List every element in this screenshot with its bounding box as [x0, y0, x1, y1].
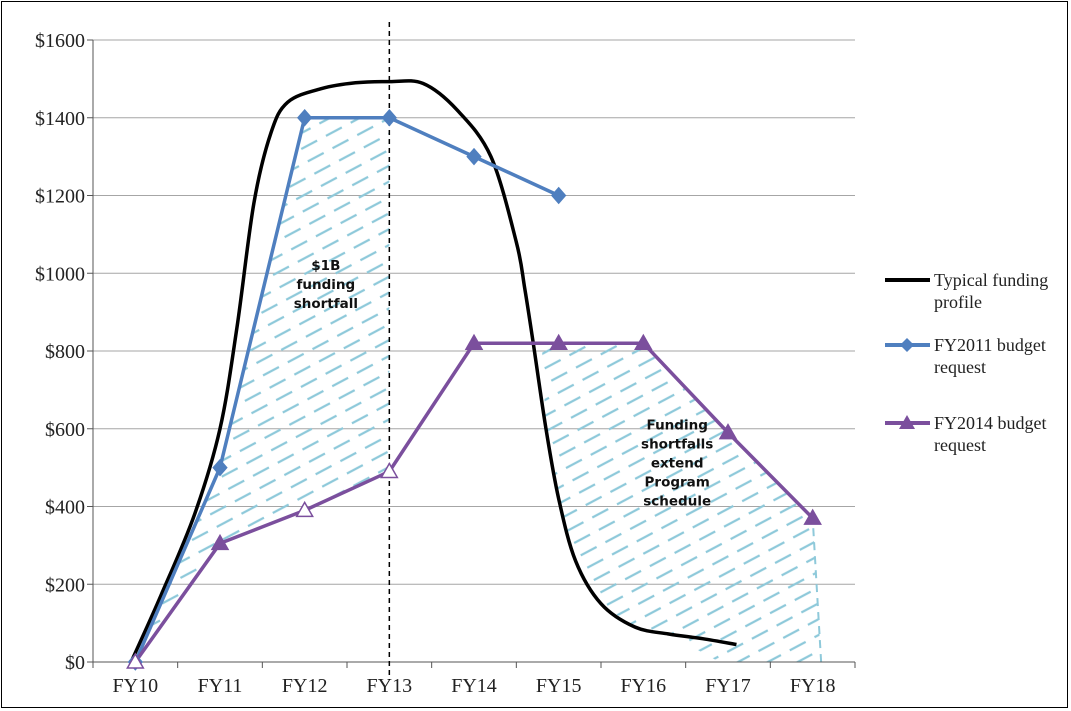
- annotation-text: extend: [651, 456, 704, 472]
- y-tick-label: $400: [45, 497, 85, 519]
- legend-label: profile: [934, 292, 982, 312]
- x-tick-label: FY11: [198, 675, 243, 697]
- x-tick-label: FY12: [282, 675, 328, 697]
- y-tick-label: $800: [45, 341, 85, 363]
- triangle-marker: [380, 462, 399, 479]
- y-tick-label: $1000: [35, 263, 85, 285]
- x-tick-label: FY13: [367, 675, 413, 697]
- annotation-text: Program: [645, 475, 710, 491]
- triangle-marker: [464, 333, 484, 350]
- triangle-marker: [718, 423, 738, 440]
- legend-label: Typical funding: [934, 270, 1048, 290]
- annotation-text: shortfall: [294, 296, 358, 312]
- y-tick-label: $1200: [35, 186, 85, 208]
- diamond-marker: [212, 458, 228, 477]
- legend-label: FY2011 budget: [934, 335, 1046, 355]
- x-tick-label: FY14: [451, 675, 497, 697]
- diamond-marker: [466, 147, 482, 166]
- shortfall-region: [135, 117, 390, 662]
- annotation-text: schedule: [643, 494, 711, 510]
- triangle-marker: [549, 333, 568, 350]
- x-tick-label: FY10: [113, 675, 159, 697]
- y-tick-label: $200: [45, 574, 85, 596]
- series-line-typical-funding: [129, 79, 737, 663]
- annotation-text: Funding: [647, 418, 708, 434]
- triangle-marker: [210, 533, 230, 551]
- x-tick-label: FY18: [790, 675, 836, 697]
- region-edge: [811, 518, 823, 663]
- legend-diamond-marker: [900, 338, 914, 352]
- y-tick-label: $0: [65, 652, 85, 674]
- triangle-marker: [126, 652, 145, 669]
- y-tick-label: $600: [45, 419, 85, 441]
- y-axis-ticks: $0 $200 $400 $600 $800 $1000 $1200 $1400 $1600: [35, 30, 93, 674]
- x-axis-ticks: FY10 FY11 FY12 FY13 FY14 FY15 FY16 FY17 FY18: [92, 662, 856, 697]
- annotation-text: $1B: [311, 258, 340, 274]
- x-tick-label: FY16: [621, 675, 667, 697]
- triangle-marker: [634, 333, 653, 350]
- legend-label: FY2014 budget: [934, 413, 1047, 433]
- x-tick-label: FY17: [705, 675, 751, 697]
- series-markers: [126, 108, 822, 671]
- shortfall-shading: [135, 117, 823, 663]
- y-tick-label: $1400: [35, 108, 85, 130]
- legend-label: request: [934, 357, 986, 377]
- annotations: $1B funding shortfall Funding shortfalls exte…: [294, 258, 714, 510]
- series-line-fy2011: [133, 116, 560, 663]
- legend-label: request: [934, 435, 986, 455]
- diamond-marker: [297, 108, 313, 127]
- triangle-marker: [295, 500, 314, 518]
- legend-triangle-marker: [899, 415, 915, 429]
- triangle-marker: [803, 508, 822, 525]
- annotation-text: funding: [296, 277, 355, 293]
- y-tick-label: $1600: [35, 30, 85, 52]
- diamond-marker: [381, 108, 397, 127]
- x-tick-label: FY15: [536, 675, 582, 697]
- diamond-marker: [551, 186, 567, 205]
- annotation-text: shortfalls: [641, 437, 713, 453]
- shortfall-region: [541, 343, 822, 662]
